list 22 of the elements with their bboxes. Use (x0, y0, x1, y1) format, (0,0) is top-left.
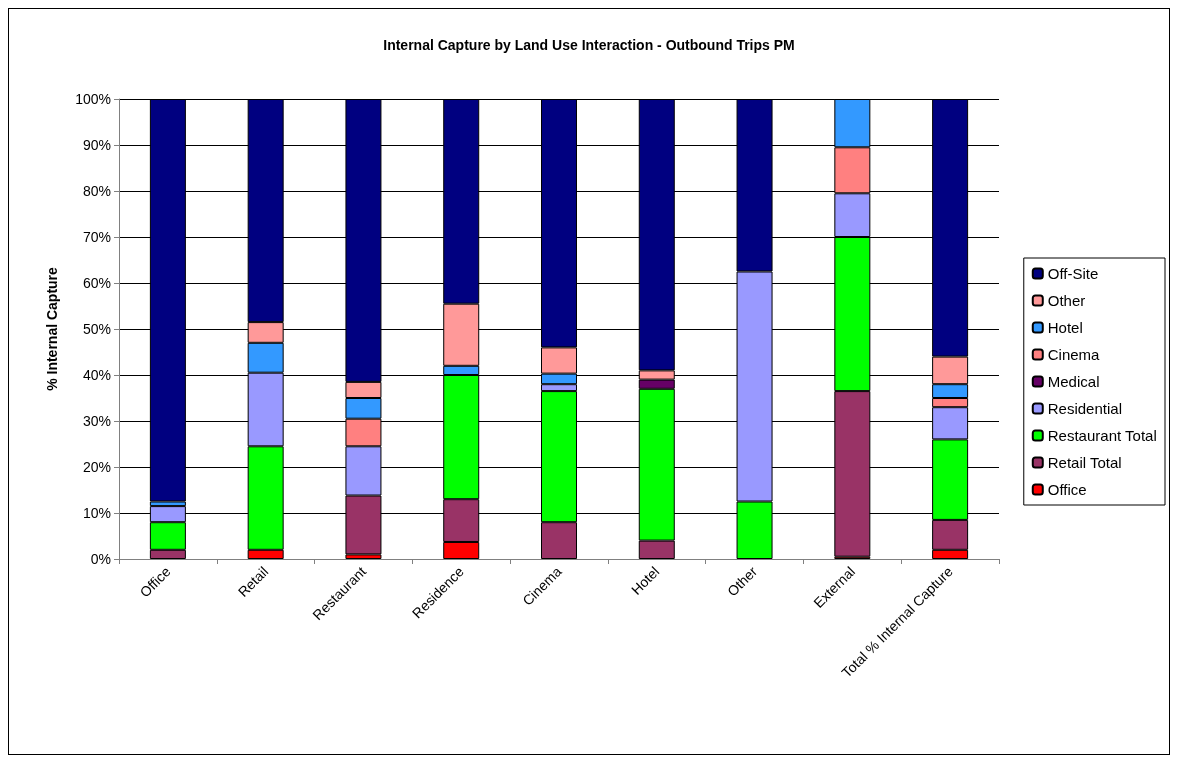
y-tick-label: 80% (82, 183, 111, 199)
chart-title: Internal Capture by Land Use Interaction - Outbound Trips PM (383, 37, 795, 53)
y-tick-label: 40% (82, 367, 111, 383)
y-tick-label: 20% (82, 459, 111, 475)
legend-label: Restaurant Total (1047, 427, 1157, 444)
legend-label: Hotel (1047, 319, 1083, 336)
legend-label: Other (1047, 292, 1086, 309)
legend-label: Cinema (1047, 346, 1101, 363)
legend-label: Office (1047, 481, 1087, 498)
y-tick-label: 70% (82, 229, 111, 245)
legend-label: Off-Site (1047, 265, 1099, 282)
y-tick-label: 30% (82, 413, 111, 429)
y-tick-label: 90% (82, 137, 111, 153)
y-tick-label: 50% (82, 321, 111, 337)
y-tick-label: 100% (75, 91, 111, 107)
y-axis-title: % Internal Capture (44, 266, 60, 391)
y-tick-label: 10% (82, 505, 111, 521)
y-tick-label: 0% (90, 551, 111, 567)
legend-label: Residential (1047, 400, 1122, 417)
legend-label: Medical (1047, 373, 1100, 390)
y-tick-label: 60% (82, 275, 111, 291)
legend-label: Retail Total (1047, 454, 1122, 471)
